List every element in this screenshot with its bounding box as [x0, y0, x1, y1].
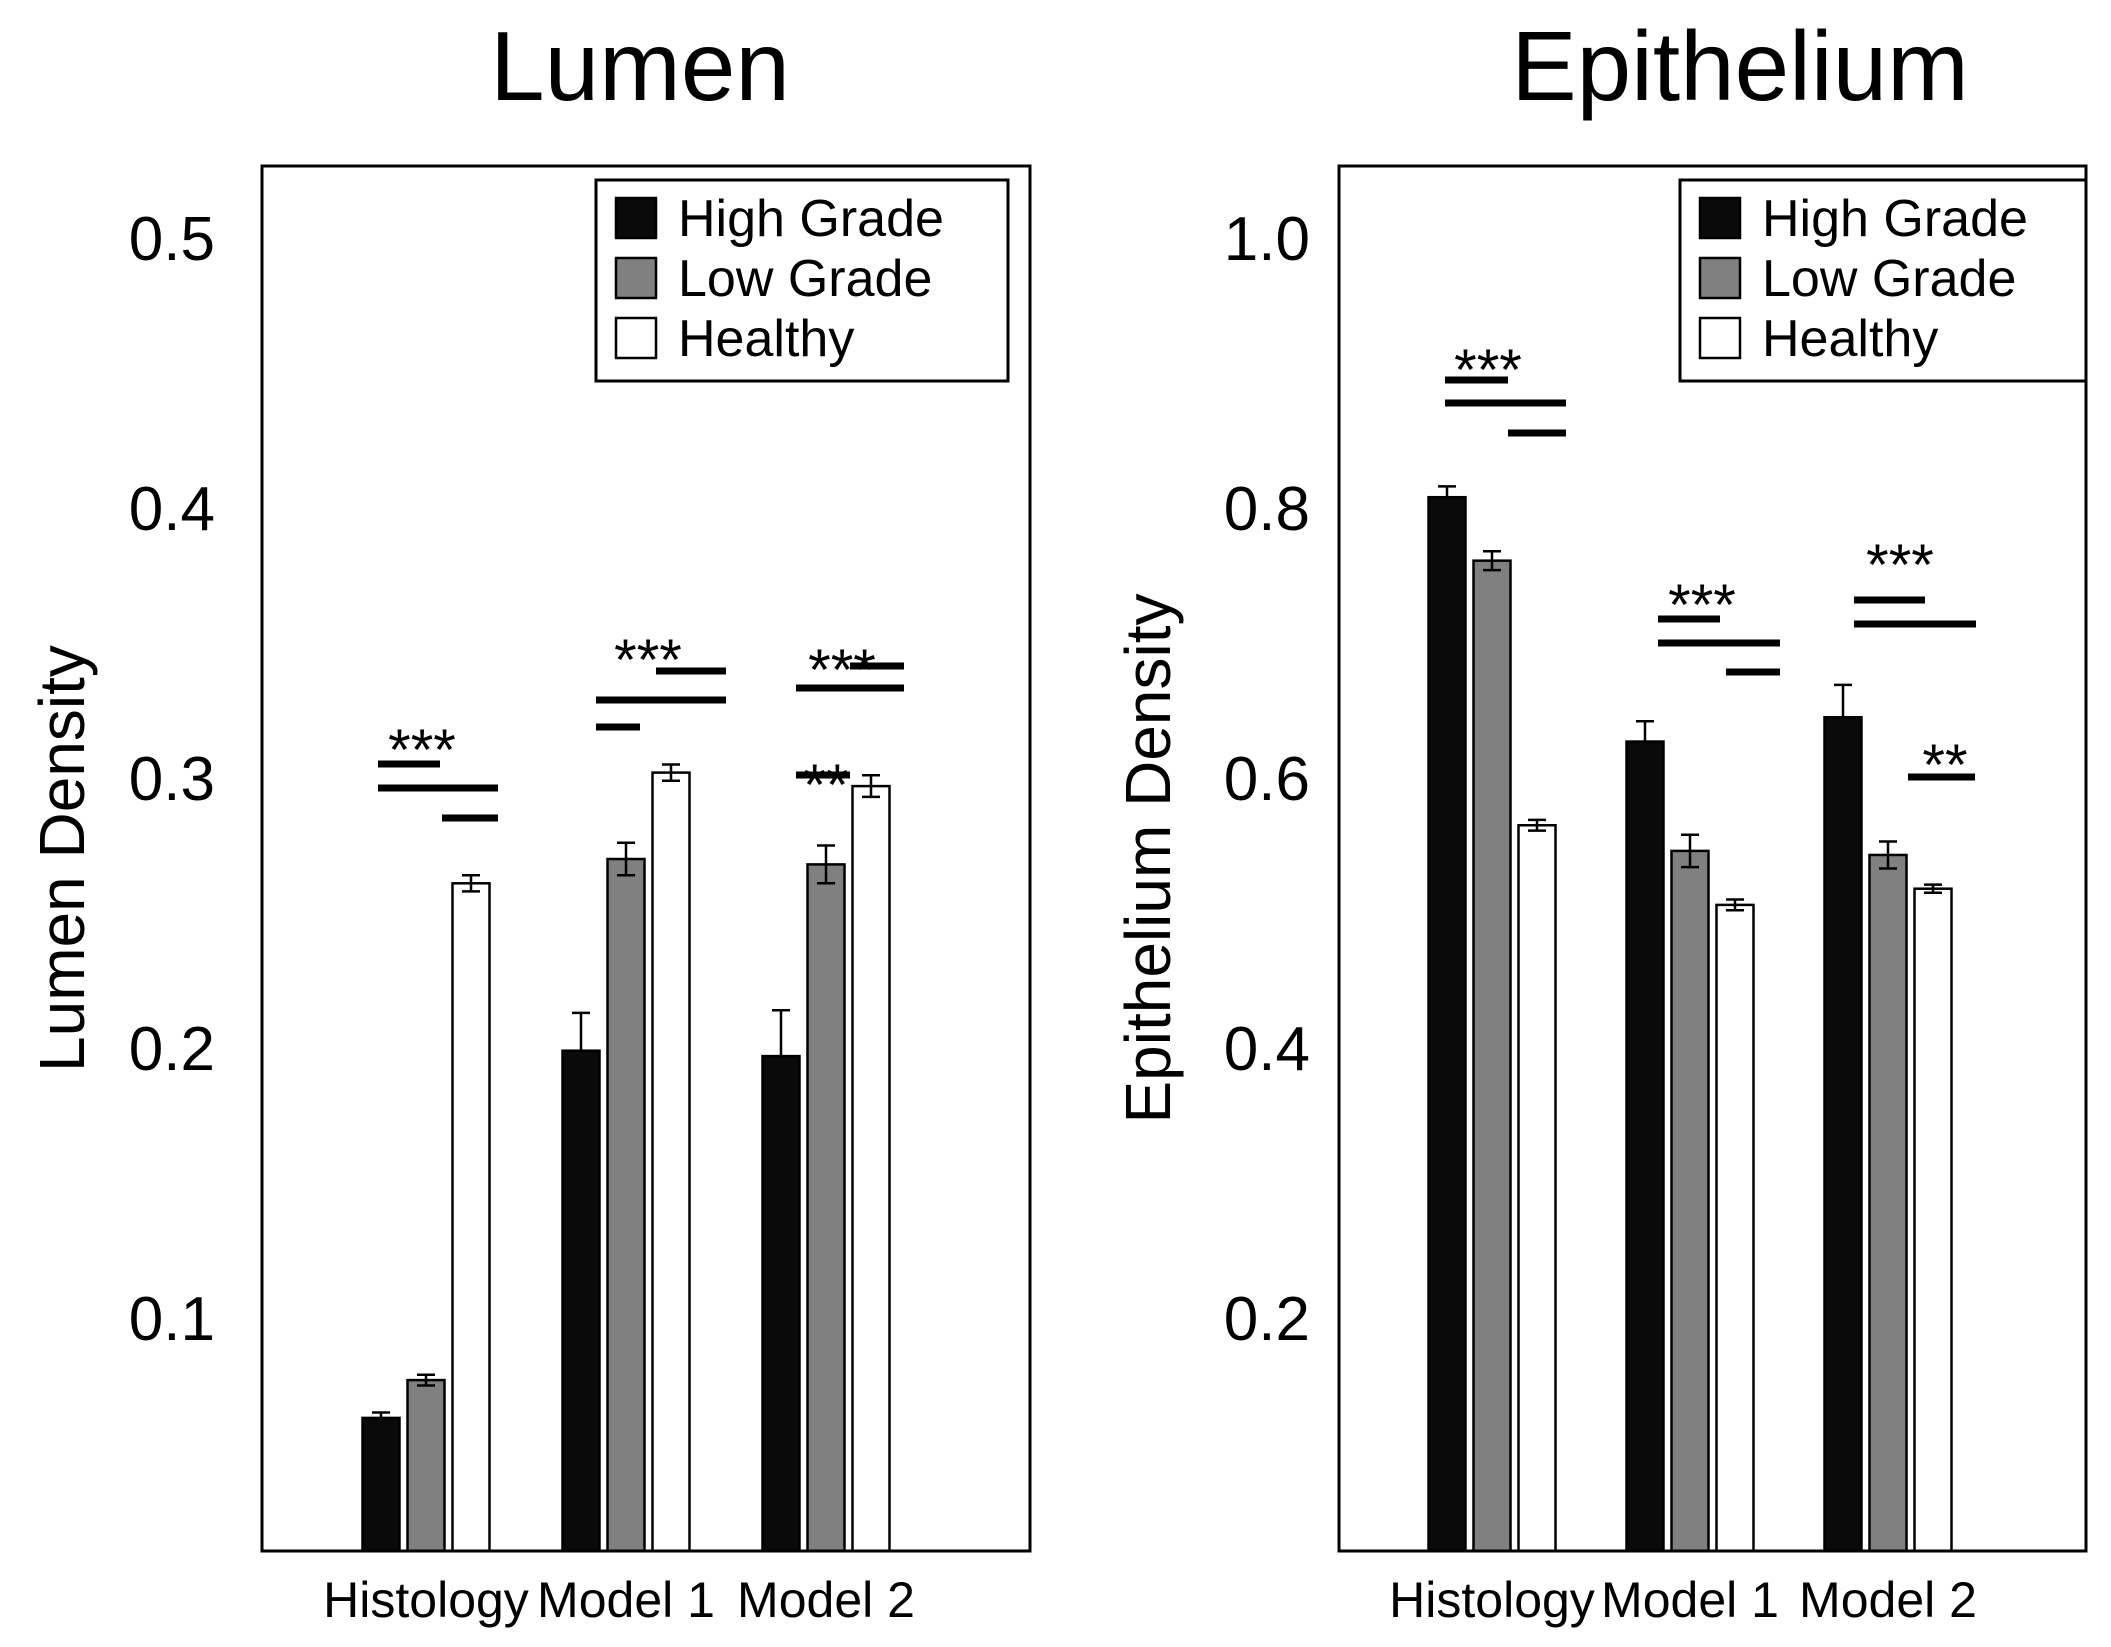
chart-1: Epithelium Epithelium Density 0.2 0.4 0.6 0.8…: [1112, 11, 2088, 1628]
legend-label: High Grade: [1762, 190, 2028, 248]
y-tick-label: 0.4: [129, 475, 215, 544]
bar: [1868, 853, 1908, 1553]
significance-label: ***: [614, 628, 682, 693]
bar: [1427, 495, 1467, 1553]
legend-label: High Grade: [678, 190, 944, 248]
chart-title: Epithelium: [1511, 11, 1969, 121]
significance-label: ***: [388, 718, 456, 783]
x-tick-label: Histology: [323, 1572, 529, 1628]
legend-box: [1678, 178, 2088, 383]
y-axis-label: Lumen Density: [26, 645, 98, 1072]
legend-label: Low Grade: [678, 250, 932, 308]
y-tick-label: 0.6: [1224, 745, 1310, 814]
significance-label: ***: [1454, 338, 1522, 403]
bar: [451, 882, 491, 1553]
significance-label: **: [1922, 733, 1967, 798]
y-tick-label: 0.8: [1224, 475, 1310, 544]
legend-swatch: [614, 256, 658, 300]
legend-box: [594, 178, 1010, 383]
bar: [1823, 716, 1863, 1553]
bar: [1625, 740, 1665, 1553]
bar: [406, 1378, 446, 1553]
bar: [761, 1054, 801, 1553]
significance-label: ***: [808, 638, 876, 703]
legend-swatch: [614, 316, 658, 360]
x-tick-label: Model 1: [537, 1572, 715, 1628]
bar: [851, 784, 891, 1553]
bar: [561, 1049, 601, 1553]
legend-swatch: [1698, 256, 1742, 300]
plot-frame: [260, 164, 1032, 1553]
chart-title: Lumen: [490, 11, 790, 121]
bar: [1913, 887, 1953, 1553]
bar: [1517, 824, 1557, 1553]
y-axis-label: Epithelium Density: [1112, 594, 1184, 1124]
legend-swatch: [1698, 196, 1742, 240]
x-tick-label: Histology: [1389, 1572, 1595, 1628]
y-tick-label: 0.1: [129, 1285, 215, 1354]
y-tick-label: 0.4: [1224, 1015, 1310, 1084]
bar: [1670, 849, 1710, 1553]
y-tick-label: 0.5: [129, 205, 215, 274]
chart-0: Lumen Lumen Density 0.1 0.2 0.3 0.4 0.5 Histolo…: [26, 11, 1032, 1628]
significance-label: **: [803, 753, 848, 818]
y-tick-label: 0.2: [129, 1015, 215, 1084]
legend-label: Healthy: [1762, 310, 1938, 368]
bar: [651, 771, 691, 1553]
legend-label: Low Grade: [1762, 250, 2016, 308]
legend-swatch: [1698, 316, 1742, 360]
legend-label: Healthy: [678, 310, 854, 368]
bar: [1472, 559, 1512, 1553]
x-tick-label: Model 1: [1601, 1572, 1779, 1628]
x-tick-label: Model 2: [1799, 1572, 1977, 1628]
bar: [361, 1416, 401, 1553]
bar: [806, 863, 846, 1553]
bar: [1715, 903, 1755, 1553]
plot-frame: [1337, 164, 2088, 1553]
significance-label: ***: [1866, 533, 1934, 598]
y-tick-label: 1.0: [1224, 205, 1310, 274]
legend-swatch: [614, 196, 658, 240]
bar: [606, 857, 646, 1553]
y-tick-label: 0.2: [1224, 1285, 1310, 1354]
y-tick-label: 0.3: [129, 745, 215, 814]
significance-label: ***: [1668, 573, 1736, 638]
x-tick-label: Model 2: [737, 1572, 915, 1628]
